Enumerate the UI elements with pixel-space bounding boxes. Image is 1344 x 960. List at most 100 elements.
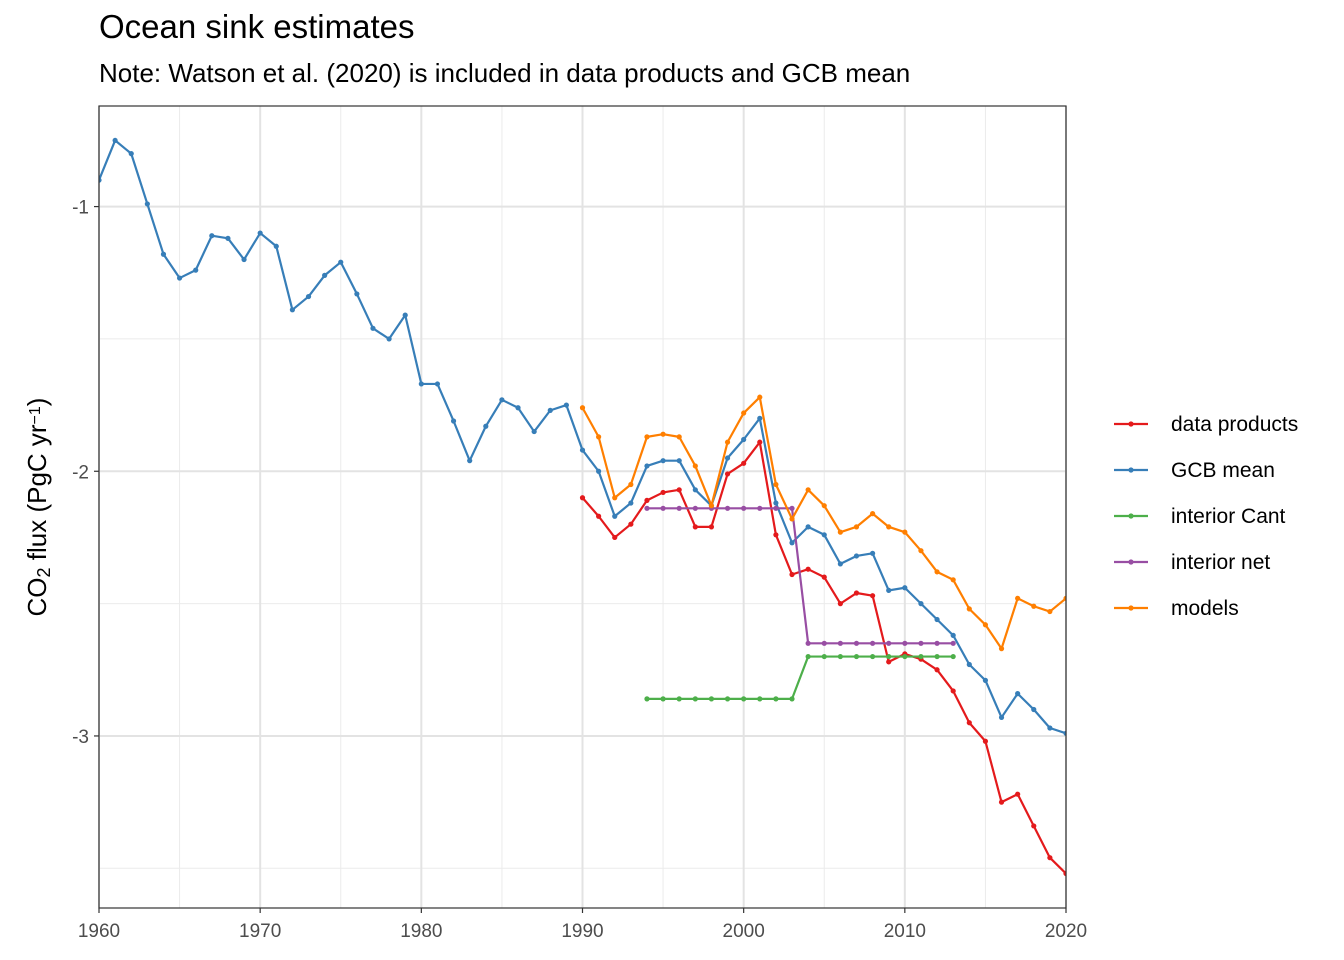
data-point-interior-net	[692, 505, 698, 511]
data-point-models	[644, 434, 650, 440]
data-point-gcb-mean	[886, 587, 892, 593]
data-point-data-products	[660, 489, 666, 496]
axis-ticks	[94, 205, 1067, 913]
data-point-interior-cant	[821, 653, 827, 660]
legend-label: interior Cant	[1171, 505, 1286, 528]
data-point-data-products	[628, 521, 634, 527]
data-point-models	[998, 646, 1005, 652]
y-axis-title-middle: flux (PgC yr	[22, 424, 52, 567]
data-point-gcb-mean	[998, 714, 1005, 721]
data-point-models	[660, 431, 666, 437]
data-point-models	[773, 481, 779, 488]
y-axis-title: CO2 flux (PgC yr−1)	[22, 398, 54, 617]
data-point-gcb-mean	[80, 191, 85, 196]
data-point-interior-cant	[660, 696, 666, 702]
data-point-gcb-mean	[918, 601, 924, 607]
data-point-models	[918, 548, 924, 554]
data-point-gcb-mean	[467, 458, 473, 464]
data-point-gcb-mean	[273, 243, 279, 249]
data-point-gcb-mean	[338, 259, 344, 265]
data-point-models	[950, 577, 956, 583]
data-point-interior-cant	[934, 653, 940, 660]
data-point-models	[966, 606, 972, 612]
data-point-gcb-mean	[160, 251, 167, 257]
axis-tick-labels: 1960 1970 1980 1990 2000 2010 2020 -1 -2 -3	[72, 198, 1087, 942]
y-tick-label: -1	[72, 198, 89, 219]
data-point-interior-cant	[918, 653, 924, 660]
data-point-models	[612, 495, 618, 501]
data-point-models	[982, 622, 989, 628]
data-point-models	[821, 503, 827, 509]
data-point-gcb-mean	[934, 616, 940, 623]
legend-item-interior-cant: interior Cant	[1114, 505, 1286, 528]
legend-key-point	[1128, 513, 1134, 519]
data-point-gcb-mean	[757, 415, 763, 421]
y-axis-title-subscript: 2	[34, 567, 54, 577]
data-point-gcb-mean	[434, 381, 441, 387]
data-point-models	[805, 487, 811, 493]
data-point-gcb-mean	[257, 230, 263, 236]
data-point-models	[934, 569, 940, 575]
data-point-data-products	[692, 524, 698, 530]
data-point-interior-cant	[805, 653, 811, 660]
series-data-products	[579, 439, 1066, 877]
data-point-gcb-mean	[499, 397, 505, 403]
x-tick-label: 1970	[239, 921, 281, 942]
data-point-gcb-mean	[209, 233, 215, 239]
data-point-gcb-mean	[99, 177, 102, 183]
data-point-gcb-mean	[225, 235, 231, 241]
series-line-interior-net	[646, 507, 954, 645]
data-point-gcb-mean	[128, 151, 134, 157]
series-line-gcb-mean	[99, 139, 1066, 735]
legend-key-point	[1128, 467, 1134, 473]
data-point-interior-net	[934, 640, 940, 646]
x-tick-label: 2020	[1045, 921, 1087, 942]
data-point-gcb-mean	[773, 500, 779, 506]
data-point-gcb-mean	[982, 677, 989, 683]
data-point-data-products	[1015, 791, 1021, 797]
data-point-data-products	[982, 738, 989, 744]
legend: data products GCB mean interior Cant interi…	[1114, 413, 1298, 620]
chart-subtitle: Note: Watson et al. (2020) is included i…	[99, 58, 911, 88]
data-point-gcb-mean	[563, 402, 569, 408]
data-point-data-products	[789, 571, 795, 578]
legend-item-interior-net: interior net	[1114, 551, 1270, 574]
data-point-gcb-mean	[515, 405, 521, 411]
data-point-models	[724, 439, 731, 445]
data-point-gcb-mean	[1031, 706, 1037, 713]
data-point-models	[1031, 603, 1037, 609]
x-tick-label: 2010	[884, 921, 926, 942]
data-point-gcb-mean	[853, 553, 860, 559]
data-point-gcb-mean	[724, 455, 731, 461]
data-point-gcb-mean	[354, 291, 360, 297]
data-point-interior-net	[773, 505, 779, 511]
y-tick-label: -2	[72, 462, 89, 483]
data-point-interior-net	[902, 640, 908, 646]
data-point-data-products	[998, 799, 1005, 805]
data-point-interior-cant	[902, 653, 908, 660]
data-point-gcb-mean	[741, 436, 747, 443]
data-point-models	[757, 394, 763, 400]
legend-label: interior net	[1171, 551, 1270, 574]
data-point-interior-net	[805, 640, 811, 646]
legend-label: models	[1171, 597, 1239, 620]
data-point-interior-net	[853, 640, 860, 646]
x-tick-label: 1990	[561, 921, 603, 942]
data-point-data-products	[579, 495, 586, 501]
series-layer	[80, 137, 1066, 877]
data-point-interior-net	[837, 640, 843, 646]
data-point-interior-cant	[950, 653, 956, 660]
data-point-gcb-mean	[386, 336, 392, 342]
data-point-gcb-mean	[612, 513, 618, 519]
data-point-interior-net	[789, 505, 795, 511]
legend-key-point	[1128, 421, 1134, 427]
data-point-data-products	[724, 471, 731, 477]
data-point-gcb-mean	[241, 256, 247, 263]
data-point-interior-cant	[724, 696, 731, 702]
data-point-data-products	[853, 590, 860, 596]
data-point-gcb-mean	[660, 458, 666, 464]
data-point-gcb-mean	[1047, 725, 1053, 731]
data-point-data-products	[773, 532, 779, 538]
data-point-gcb-mean	[176, 275, 183, 281]
